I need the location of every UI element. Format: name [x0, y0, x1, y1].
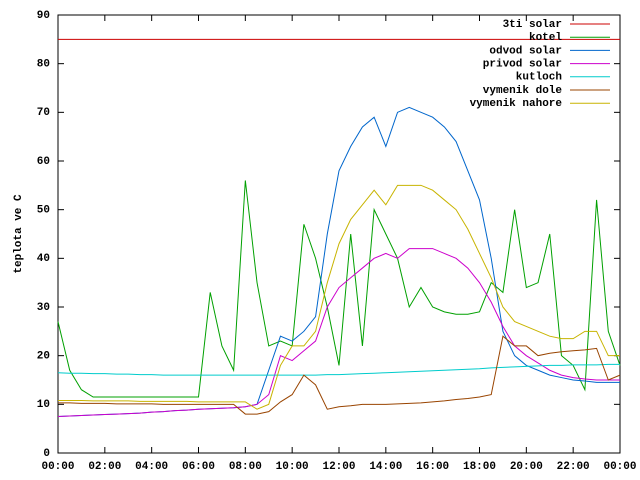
y-tick-label: 50 — [37, 205, 50, 217]
legend-label: 3ti solar — [503, 19, 562, 31]
y-tick-label: 30 — [37, 302, 50, 314]
x-tick-label: 00:00 — [603, 461, 636, 473]
x-tick-label: 06:00 — [182, 461, 215, 473]
y-tick-label: 60 — [37, 156, 50, 168]
series-line — [58, 335, 621, 415]
y-tick-label: 0 — [43, 448, 50, 460]
legend-label: vymenik nahore — [470, 98, 563, 110]
x-tick-label: 10:00 — [276, 461, 309, 473]
x-tick-label: 18:00 — [463, 461, 496, 473]
legend-label: vymenik dole — [483, 85, 563, 97]
y-tick-label: 70 — [37, 107, 50, 119]
series-line — [57, 180, 621, 398]
y-tick-label: 40 — [37, 253, 50, 265]
y-tick-label: 20 — [37, 351, 50, 363]
x-tick-label: 04:00 — [135, 461, 168, 473]
x-tick-label: 14:00 — [369, 461, 402, 473]
series-line — [58, 184, 620, 410]
x-tick-label: 00:00 — [41, 461, 74, 473]
x-tick-label: 02:00 — [88, 461, 121, 473]
series-line — [57, 363, 620, 376]
legend-label: odvod solar — [489, 45, 562, 57]
y-tick-label: 80 — [37, 59, 50, 71]
x-tick-label: 20:00 — [510, 461, 543, 473]
x-tick-label: 16:00 — [416, 461, 449, 473]
series-line — [57, 106, 620, 417]
series-line — [57, 248, 620, 417]
legend-label: kutloch — [516, 72, 562, 84]
x-tick-label: 08:00 — [229, 461, 262, 473]
legend-label: privod solar — [483, 59, 562, 71]
x-tick-label: 12:00 — [322, 461, 355, 473]
y-tick-label: 90 — [37, 10, 50, 22]
x-tick-label: 22:00 — [557, 461, 590, 473]
y-tick-label: 10 — [37, 399, 50, 411]
y-axis-label: teplota ve C — [13, 194, 25, 274]
legend-label: kotel — [529, 32, 562, 44]
